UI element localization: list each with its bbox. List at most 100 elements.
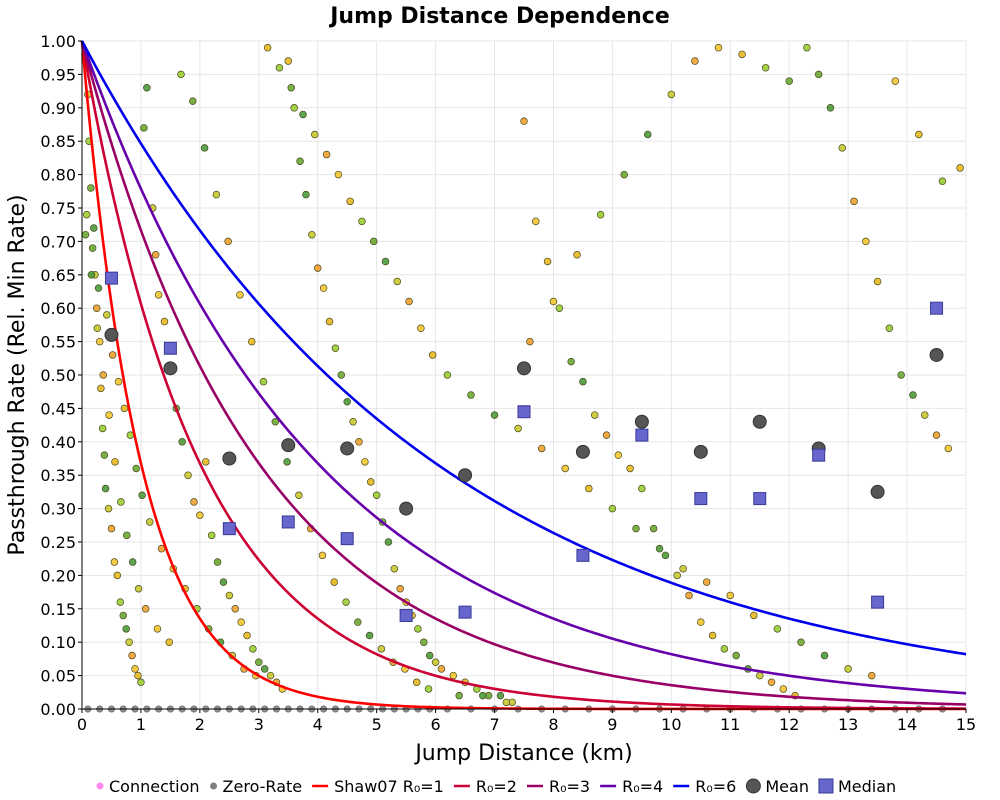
y-tick-label: 0.85 [40,132,76,151]
connection-point [120,404,129,413]
connection-point [355,438,363,446]
connection-point [271,418,280,426]
connection-point [114,377,123,386]
connection-point [932,431,941,439]
median-marker [163,341,177,355]
connection-point [105,411,113,419]
connection-point [225,591,234,600]
connection-point [412,678,421,687]
connection-point [726,591,735,600]
connection-point [308,230,316,239]
connection-point [377,645,386,653]
connection-point [549,297,558,306]
connection-point [354,618,362,626]
connection-point [330,578,338,586]
mean-markers [104,327,944,516]
connection-point [437,665,446,673]
connection-point [141,605,150,613]
connection-point [873,277,882,286]
x-axis-label: Jump Distance (km) [413,741,632,766]
connection-point [555,304,564,312]
connection-point [579,377,587,386]
y-tick-label: 0.90 [40,99,76,118]
connection-point [414,625,422,633]
legend-label: Shaw07 R₀=1 [334,777,444,796]
y-tick-label: 0.50 [40,366,76,385]
legend-item: Mean [745,777,809,796]
connection-point [90,224,98,232]
connection-point [284,57,293,65]
connection-point [249,645,257,653]
connection-point [820,651,829,660]
median-marker [281,515,295,529]
mean-marker [458,468,473,483]
y-ticks: 0.00 0.05 0.10 0.15 0.20 0.25 0.30 0.35 0.40 0.45… [40,32,82,719]
connection-point [88,244,97,252]
connection-point [797,638,805,646]
connection-point [116,598,125,606]
connection-point [573,251,581,259]
legend-label: R₀=2 [476,777,517,796]
connection-point [299,110,307,119]
connection-point [113,571,122,580]
connection-point [428,351,437,359]
connection-point [219,578,228,586]
connection-point [263,43,272,52]
connection-point [915,130,923,139]
connection-point [443,371,452,379]
connection-point [649,524,658,533]
legend-label: Median [838,777,896,796]
curve-r0-4 [80,40,967,695]
y-tick-label: 0.25 [40,533,76,552]
connection-point [117,498,125,506]
connection-point [520,117,528,125]
connection-point [661,551,670,560]
y-tick-label: 0.60 [40,299,76,318]
connection-point [110,558,119,566]
mean-marker [752,414,767,429]
connection-point [99,371,107,379]
connection-point [685,591,693,600]
y-tick-label: 0.00 [40,700,76,719]
legend-item: Median [818,777,896,796]
connection-point [909,391,917,399]
legend-item: R₀=2 [453,777,517,796]
y-tick-label: 0.55 [40,333,76,352]
connection-point [844,665,852,673]
connection-point [417,324,425,332]
connection-point [384,538,393,546]
median-marker [222,522,236,536]
y-tick-label: 0.70 [40,232,76,251]
mean-marker [340,441,355,456]
connection-point [567,357,575,366]
connection-point [358,217,366,226]
legend-swatch [745,778,761,794]
median-marker [104,271,118,285]
x-tick-label: 14 [897,715,917,734]
connection-point [95,337,104,346]
legend-item: R₀=3 [526,777,590,796]
x-tick-label: 9 [607,715,617,734]
connection-point [342,598,350,606]
y-tick-label: 0.65 [40,266,76,285]
connection-point [128,651,136,660]
chart-title: Jump Distance Dependence [328,4,670,29]
connection-point [673,571,681,580]
connection-point [467,391,475,399]
connection-point [165,638,173,646]
connection-point [108,351,117,359]
x-tick-label: 7 [489,715,499,734]
legend: Connection Zero-Rate Shaw07 R₀=1 R₀=2 R₀=3 R₀… [96,777,896,796]
connection-point [779,685,788,693]
connection-point [126,431,135,439]
connection-point [138,491,146,499]
connection-point [103,311,111,319]
connection-point [602,431,611,439]
median-marker [812,448,826,462]
y-tick-label: 0.05 [40,667,76,686]
connection-point [184,471,192,479]
connection-point [81,230,90,239]
connection-point [720,645,729,653]
connection-point [311,130,319,139]
connection-point [561,464,570,473]
